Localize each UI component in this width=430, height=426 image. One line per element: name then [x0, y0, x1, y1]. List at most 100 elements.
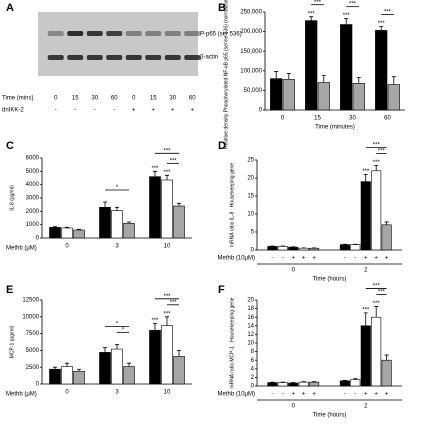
bar	[49, 368, 61, 385]
y-tick-label: 0	[36, 236, 40, 242]
error-bar	[103, 201, 107, 208]
bar	[282, 79, 295, 111]
y-tick-label: 1000	[26, 222, 40, 228]
error-bar	[286, 73, 291, 80]
band-label: β-actin	[200, 55, 218, 61]
error-bar	[77, 368, 81, 372]
y-tick-label: 4000	[26, 182, 40, 188]
lane-label: 30	[91, 96, 98, 102]
band-label: P-p65 (ser 536)	[200, 32, 242, 38]
bar	[99, 207, 111, 239]
bar	[161, 325, 173, 385]
bar	[309, 381, 320, 387]
row-sign: +	[291, 256, 295, 262]
bar	[350, 379, 361, 387]
blot-band	[184, 31, 201, 36]
error-bar	[177, 350, 181, 357]
significance-label: ***	[362, 307, 370, 313]
error-bar	[153, 323, 157, 331]
y-tick-label: 10	[247, 212, 254, 218]
y-tick-label: 14	[247, 323, 254, 329]
error-bar	[103, 347, 107, 353]
bar	[111, 210, 123, 239]
y-tick-label: 2	[251, 375, 255, 381]
bar	[99, 352, 111, 385]
error-bar	[127, 221, 131, 224]
bar	[371, 316, 382, 387]
x-tick-label: 2	[364, 268, 368, 274]
bracket-label: ***	[169, 158, 177, 164]
blot-band	[145, 55, 162, 60]
y-tick-label: 5	[251, 230, 255, 236]
bar	[381, 359, 392, 387]
bracket-label: ***	[378, 290, 386, 296]
error-bar	[353, 378, 358, 380]
bar	[173, 205, 185, 239]
error-bar	[384, 354, 389, 361]
blot-band	[145, 31, 162, 36]
bracket-label: ***	[169, 300, 177, 306]
y-tick-label: 3000	[26, 196, 40, 202]
blot-membrane	[38, 12, 198, 76]
y-tick-label: 150,000	[240, 49, 262, 55]
error-bar	[321, 75, 326, 83]
bracket-label: ***	[378, 148, 386, 154]
error-bar	[53, 226, 57, 228]
lane-label: -	[94, 108, 96, 114]
x-tick-label: 0	[65, 244, 69, 250]
bracket-label: ***	[163, 148, 171, 154]
y-tick-label: 16	[247, 315, 254, 321]
error-bar	[344, 18, 349, 25]
bracket-label: ***	[314, 0, 322, 6]
bracket-label: *	[116, 321, 119, 327]
row-sign: -	[344, 256, 346, 262]
y-tick-label: 0	[36, 382, 40, 388]
y-tick-label: 15	[247, 194, 254, 200]
y-tick-label: 2500	[26, 365, 40, 371]
bar	[267, 382, 278, 387]
error-bar	[53, 366, 57, 370]
x-axis-label: Time (hours)	[313, 277, 347, 283]
blot-band	[47, 31, 64, 36]
bar	[61, 366, 73, 385]
bracket-label: ***	[373, 142, 381, 148]
error-bar	[363, 312, 368, 326]
lane-label: 15	[72, 96, 79, 102]
y-tick-label: 0	[251, 248, 255, 254]
row-sign: +	[302, 256, 306, 262]
lane-label: +	[190, 108, 194, 114]
significance-label: ***	[151, 318, 159, 324]
error-bar	[65, 226, 69, 228]
error-bar	[356, 77, 361, 84]
bar	[149, 329, 161, 385]
bar	[360, 325, 371, 387]
blot-band	[164, 55, 181, 60]
bracket-label: ***	[384, 10, 392, 16]
significance-label: ***	[378, 21, 386, 27]
row-sign: -	[271, 256, 273, 262]
y-tick-label: 18	[247, 306, 254, 312]
error-bar	[384, 221, 389, 225]
y-tick-label: 5000	[26, 348, 40, 354]
y-tick-label: 20	[247, 298, 254, 304]
error-bar	[165, 174, 169, 180]
lane-label: +	[132, 108, 136, 114]
row-sign: -	[282, 256, 284, 262]
bar	[298, 381, 309, 387]
y-axis-label: IL-8 (pg/ml)	[9, 185, 15, 211]
lane-label: -	[74, 108, 76, 114]
bar	[73, 229, 85, 239]
y-tick-label: 6000	[26, 156, 40, 162]
row-sign: +	[385, 392, 389, 398]
bar	[340, 24, 353, 111]
error-bar	[115, 206, 119, 211]
lane-label: 0	[132, 96, 136, 102]
y-tick-label: 0	[259, 108, 263, 114]
significance-label: ***	[343, 13, 351, 19]
y-axis-label: mRNA ratio IL-8 : Housekeeping gene	[229, 163, 235, 247]
error-bar	[77, 228, 81, 230]
row-sign: -	[271, 392, 273, 398]
y-tick-label: 12	[247, 332, 254, 338]
y-tick-label: 10000	[22, 314, 39, 320]
